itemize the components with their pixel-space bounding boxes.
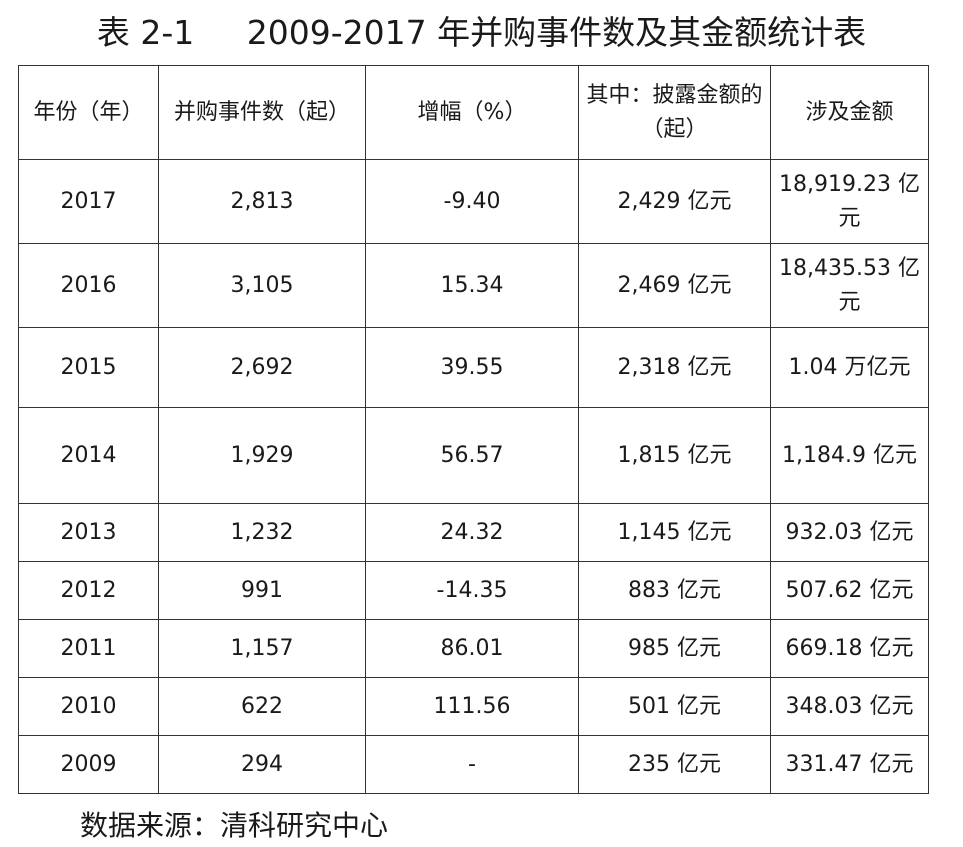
- header-count: 并购事件数（起）: [158, 65, 366, 160]
- count-cell: 1,157: [158, 619, 366, 678]
- amount-cell: 669.18 亿元: [770, 619, 929, 678]
- table-title: 表 2-1 2009-2017 年并购事件数及其金额统计表: [96, 13, 867, 52]
- count-cell: 622: [158, 677, 366, 736]
- table-row: 2010 622 111.56 501 亿元 348.03 亿元: [18, 677, 929, 736]
- growth-cell: 111.56: [365, 677, 579, 736]
- disclosed-cell: 1,815 亿元: [578, 407, 771, 504]
- amount-cell: 507.62 亿元: [770, 561, 929, 620]
- count-cell: 2,813: [158, 159, 366, 244]
- count-cell: 294: [158, 735, 366, 794]
- year-cell: 2015: [18, 327, 159, 408]
- amount-cell: 1,184.9 亿元: [770, 407, 929, 504]
- year-cell: 2014: [18, 407, 159, 504]
- growth-cell: 39.55: [365, 327, 579, 408]
- year-cell: 2017: [18, 159, 159, 244]
- amount-cell: 18,919.23 亿元: [770, 159, 929, 244]
- amount-cell: 18,435.53 亿元: [770, 243, 929, 328]
- count-cell: 1,929: [158, 407, 366, 504]
- count-cell: 2,692: [158, 327, 366, 408]
- amount-cell: 932.03 亿元: [770, 503, 929, 562]
- disclosed-cell: 2,429 亿元: [578, 159, 771, 244]
- header-amount: 涉及金额: [770, 65, 929, 160]
- table-row: 2017 2,813 -9.40 2,429 亿元 18,919.23 亿元: [18, 159, 929, 244]
- disclosed-cell: 985 亿元: [578, 619, 771, 678]
- growth-cell: 15.34: [365, 243, 579, 328]
- header-year: 年份（年）: [18, 65, 159, 160]
- growth-cell: -14.35: [365, 561, 579, 620]
- growth-cell: 86.01: [365, 619, 579, 678]
- table-row: 2009 294 - 235 亿元 331.47 亿元: [18, 735, 929, 794]
- disclosed-cell: 501 亿元: [578, 677, 771, 736]
- count-cell: 1,232: [158, 503, 366, 562]
- header-growth: 增幅（%）: [365, 65, 579, 160]
- disclosed-cell: 883 亿元: [578, 561, 771, 620]
- table-row: 2012 991 -14.35 883 亿元 507.62 亿元: [18, 561, 929, 620]
- table-row: 2014 1,929 56.57 1,815 亿元 1,184.9 亿元: [18, 407, 929, 504]
- amount-cell: 331.47 亿元: [770, 735, 929, 794]
- data-source-note: 数据来源：清科研究中心: [80, 809, 389, 842]
- year-cell: 2011: [18, 619, 159, 678]
- disclosed-cell: 2,318 亿元: [578, 327, 771, 408]
- amount-cell: 1.04 万亿元: [770, 327, 929, 408]
- ma-statistics-table: 年份（年） 并购事件数（起） 增幅（%） 其中：披露金额的（起） 涉及金额 20…: [18, 65, 929, 794]
- table-row: 2011 1,157 86.01 985 亿元 669.18 亿元: [18, 619, 929, 678]
- count-cell: 3,105: [158, 243, 366, 328]
- amount-cell: 348.03 亿元: [770, 677, 929, 736]
- header-row: 年份（年） 并购事件数（起） 增幅（%） 其中：披露金额的（起） 涉及金额: [18, 65, 929, 160]
- growth-cell: -9.40: [365, 159, 579, 244]
- growth-cell: -: [365, 735, 579, 794]
- year-cell: 2012: [18, 561, 159, 620]
- year-cell: 2013: [18, 503, 159, 562]
- growth-cell: 24.32: [365, 503, 579, 562]
- table-row: 2016 3,105 15.34 2,469 亿元 18,435.53 亿元: [18, 243, 929, 328]
- table-row: 2013 1,232 24.32 1,145 亿元 932.03 亿元: [18, 503, 929, 562]
- disclosed-cell: 1,145 亿元: [578, 503, 771, 562]
- header-disclosed: 其中：披露金额的（起）: [578, 65, 771, 160]
- disclosed-cell: 235 亿元: [578, 735, 771, 794]
- table-row: 2015 2,692 39.55 2,318 亿元 1.04 万亿元: [18, 327, 929, 408]
- year-cell: 2010: [18, 677, 159, 736]
- year-cell: 2016: [18, 243, 159, 328]
- disclosed-cell: 2,469 亿元: [578, 243, 771, 328]
- growth-cell: 56.57: [365, 407, 579, 504]
- year-cell: 2009: [18, 735, 159, 794]
- count-cell: 991: [158, 561, 366, 620]
